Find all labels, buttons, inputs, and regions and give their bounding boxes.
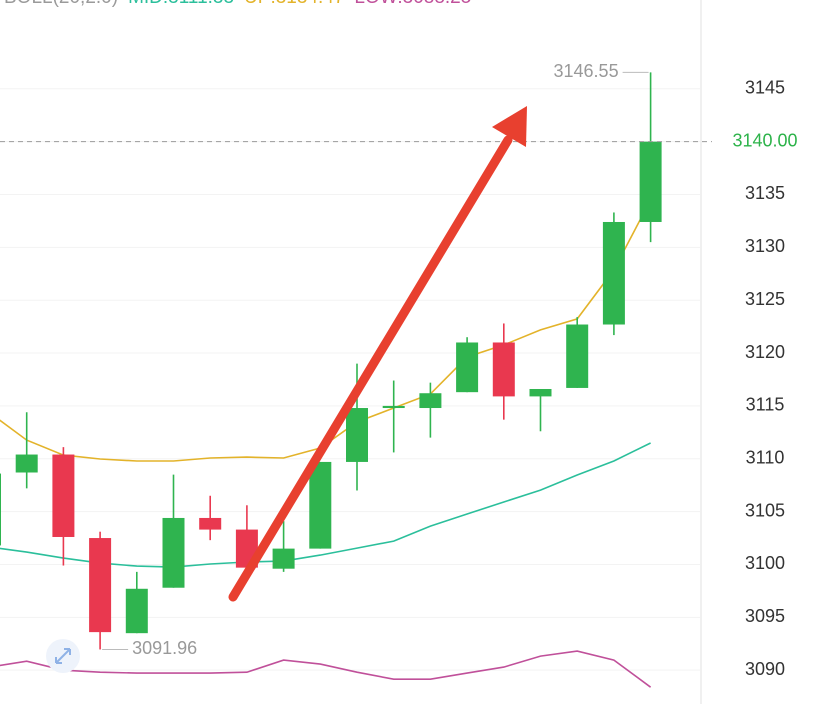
candle-body <box>346 408 368 462</box>
legend-entry: BOLL(20,2.0) <box>4 0 118 8</box>
y-tick-label: 3135 <box>745 183 785 203</box>
candle-body <box>602 221 625 325</box>
y-tick-label: 3115 <box>746 395 785 415</box>
candle-body <box>639 141 662 222</box>
legend-entry: MID:3111.33 <box>128 0 234 8</box>
legend-entry: LOW:3088.25 <box>354 0 471 8</box>
arrow-head <box>492 106 527 147</box>
legend-entry: UP:3134.47 <box>244 0 344 8</box>
candle-body <box>492 342 515 397</box>
candle-body <box>272 548 295 569</box>
y-tick-label: 3120 <box>745 342 785 362</box>
y-tick-label: 3130 <box>745 236 785 256</box>
candle-body <box>89 538 112 633</box>
candle-body <box>15 454 38 473</box>
candle-body <box>382 405 405 409</box>
candle-body <box>309 461 332 549</box>
y-tick-label: 3110 <box>746 448 785 468</box>
candle-body <box>566 324 589 388</box>
candle-body <box>199 517 222 530</box>
candle-body <box>419 393 442 409</box>
y-tick-label: 3105 <box>745 500 785 520</box>
y-tick-label: 3095 <box>745 606 785 626</box>
icon-glyph[interactable] <box>55 648 71 664</box>
candle-layer <box>0 72 662 650</box>
candle-body <box>52 454 75 537</box>
y-tick-label: 3125 <box>745 289 785 309</box>
low-label: 3091.96 <box>132 638 197 658</box>
candle-body <box>0 473 1 546</box>
expand-icon[interactable] <box>46 639 80 673</box>
overlay-line <box>0 650 652 688</box>
text-layer: BOLL(20,2.0) MID:3111.33 UP:3134.47 LOW:308… <box>0 0 798 679</box>
candle-body <box>125 588 148 634</box>
y-tick-label: 3090 <box>745 659 785 679</box>
candle-body <box>456 342 479 393</box>
high-label: 3146.55 <box>554 61 619 81</box>
candle-body <box>162 517 185 588</box>
arrow-shaft <box>228 135 513 602</box>
trend-arrow <box>228 106 527 602</box>
candle-body <box>529 388 552 397</box>
y-tick-label: 3100 <box>745 553 785 573</box>
y-tick-label: 3145 <box>745 78 785 98</box>
last-price-label: 3140.00 <box>732 130 797 150</box>
